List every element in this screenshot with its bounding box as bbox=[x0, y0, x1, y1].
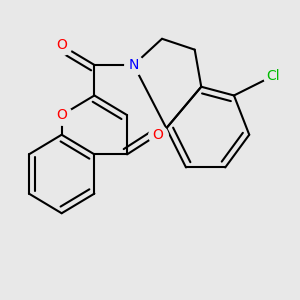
Text: O: O bbox=[56, 38, 67, 52]
Text: O: O bbox=[56, 108, 67, 122]
Text: N: N bbox=[128, 58, 139, 72]
Text: O: O bbox=[152, 128, 163, 142]
Text: Cl: Cl bbox=[266, 69, 280, 83]
